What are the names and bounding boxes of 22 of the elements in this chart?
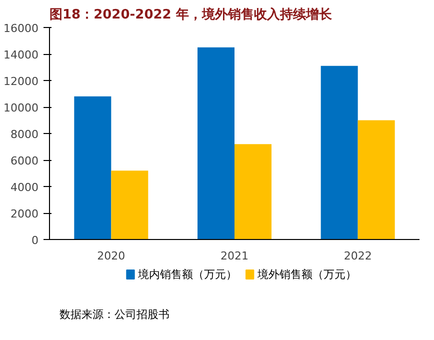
y-tick-label: 4000 xyxy=(10,181,39,194)
legend-label: 境内销售额（万元） xyxy=(137,268,238,281)
bar xyxy=(74,96,112,240)
bar xyxy=(358,120,395,240)
bar xyxy=(111,170,148,240)
chart-title: 图18：2020-2022 年，境外销售收入持续增长 xyxy=(50,6,333,22)
y-tick-label: 6000 xyxy=(10,154,39,168)
legend-label: 境外销售额（万元） xyxy=(256,268,357,281)
y-tick-label: 12000 xyxy=(4,75,39,88)
bar xyxy=(198,47,234,240)
y-tick-label: 0 xyxy=(32,234,38,247)
y-tick-label: 2000 xyxy=(10,208,39,220)
x-tick-label: 2022 xyxy=(344,250,372,262)
x-tick-label: 2021 xyxy=(220,250,249,262)
bar xyxy=(320,66,358,240)
y-tick-label: 16000 xyxy=(4,22,39,35)
x-tick-label: 2020 xyxy=(97,250,126,262)
source-note: 数据来源：公司招股书 xyxy=(60,308,170,321)
y-tick-label: 8000 xyxy=(10,128,39,141)
bar xyxy=(234,144,272,240)
y-tick-label: 14000 xyxy=(4,48,39,62)
y-tick-label: 10000 xyxy=(4,102,39,114)
